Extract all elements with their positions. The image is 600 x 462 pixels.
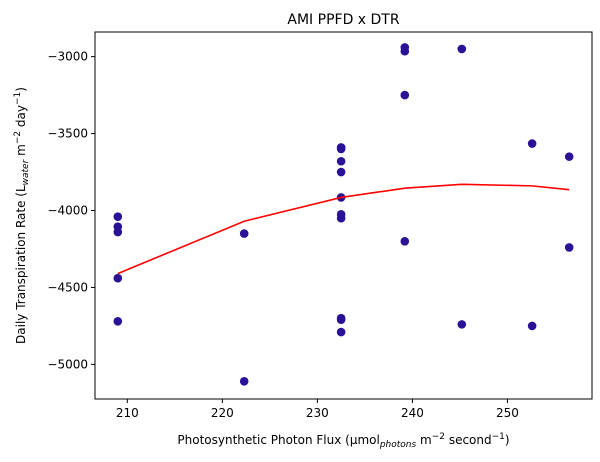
data-point [457,320,467,329]
x-tick-label: 250 [496,406,519,420]
data-point [113,212,123,221]
data-point [113,316,123,326]
y-tick-label: −3500 [47,127,88,141]
trend-line [117,183,570,275]
data-point [564,152,574,161]
x-tick-label: 240 [401,406,424,420]
data-point [457,44,467,54]
x-tick-label: 210 [116,406,139,420]
data-point [400,90,410,100]
data-point [527,139,537,148]
data-point [336,327,346,337]
plot-content [113,43,574,386]
data-point [400,236,410,246]
data-point [239,377,249,386]
y-tick-label: −4000 [47,203,88,217]
y-axis: −5000 −4500 −4000 −3500 −3000 [47,50,95,371]
data-point [400,46,410,56]
x-tick-label: 220 [211,406,234,420]
y-tick-label: −5000 [47,357,88,371]
data-point [564,243,574,252]
data-point [336,167,346,177]
x-tick-label: 230 [306,406,329,420]
plot-frame [94,31,593,400]
data-point [113,227,123,237]
data-point [527,321,537,331]
data-point [239,229,249,238]
y-tick-label: −4500 [47,280,88,294]
x-axis: 210 220 230 240 250 [116,399,519,420]
data-point [336,156,346,166]
data-point [113,273,123,283]
y-tick-label: −3000 [47,50,88,64]
y-axis-title: Daily Transpiration Rate (Lwater m−2 day… [13,87,31,344]
data-point [336,213,346,223]
data-point [336,144,346,154]
chart-title: AMI PPFD x DTR [287,12,399,28]
data-point [336,315,346,325]
x-axis-title: Photosynthetic Photon Flux (μmolphotons … [177,432,509,450]
